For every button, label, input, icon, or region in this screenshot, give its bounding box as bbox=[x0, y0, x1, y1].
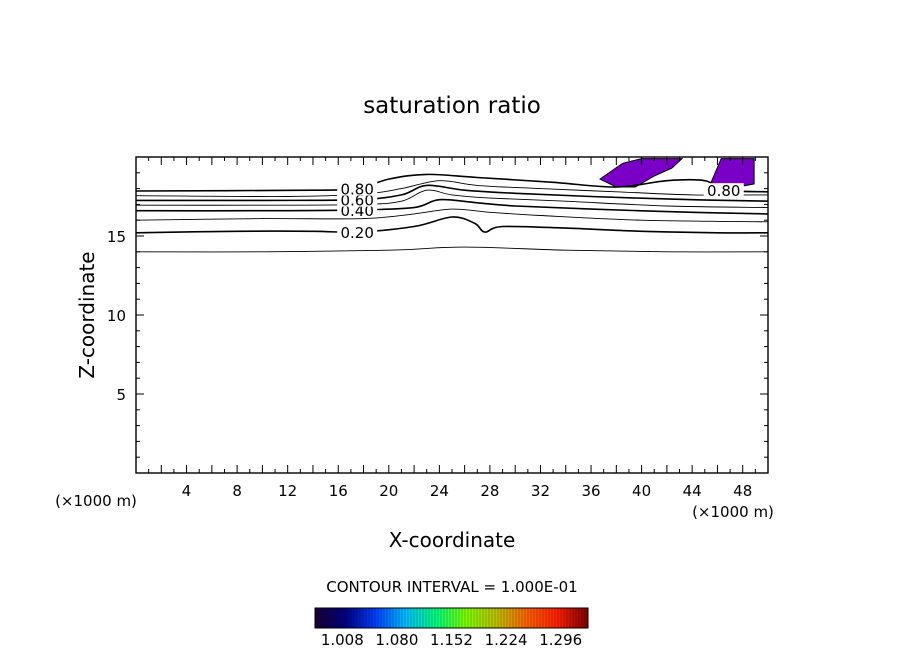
x-axis-ticks: 4 8 12 16 20 24 28 32 36 40 44 48 bbox=[135, 157, 769, 500]
contour-label-bg bbox=[703, 183, 744, 198]
contour-labels: 0.200.400.600.80 0.80 bbox=[337, 181, 744, 242]
x-tick-label: 40 bbox=[632, 482, 651, 500]
contour-label-bg bbox=[337, 192, 378, 207]
contour-label: 0.60 bbox=[340, 192, 373, 210]
x-tick-label: 4 bbox=[182, 482, 192, 500]
filled-region bbox=[598, 158, 684, 188]
colorbar-tick-label: 1.296 bbox=[539, 631, 582, 649]
contour-line bbox=[135, 246, 769, 253]
chart-title: saturation ratio bbox=[363, 93, 541, 119]
x-tick-label: 16 bbox=[329, 482, 348, 500]
y-axis-label: Z-coordinate bbox=[75, 251, 99, 378]
contour-line bbox=[135, 189, 769, 209]
x-tick-label: 20 bbox=[379, 482, 398, 500]
y-unit-label: (×1000 m) bbox=[55, 492, 137, 510]
y-tick-label: 5 bbox=[116, 386, 126, 404]
x-tick-label: 36 bbox=[581, 482, 600, 500]
contour-label: 0.80 bbox=[340, 181, 373, 199]
contour-line bbox=[135, 184, 769, 202]
contour-label-bg bbox=[337, 181, 378, 196]
plot-frame bbox=[135, 156, 769, 474]
colorbar-tick-label: 1.224 bbox=[485, 631, 528, 649]
contour-label-bg bbox=[337, 225, 378, 240]
x-tick-label: 32 bbox=[531, 482, 550, 500]
contour-label: 0.80 bbox=[707, 182, 740, 200]
y-tick-label: 10 bbox=[107, 307, 126, 325]
colorbar bbox=[314, 607, 589, 629]
x-tick-label: 12 bbox=[278, 482, 297, 500]
x-tick-label: 8 bbox=[232, 482, 242, 500]
x-unit-label: (×1000 m) bbox=[692, 503, 774, 521]
contour-label: 0.20 bbox=[340, 224, 373, 242]
contour-line bbox=[135, 216, 769, 234]
contour-line bbox=[135, 208, 769, 223]
x-tick-label: 28 bbox=[480, 482, 499, 500]
colorbar-tick-label: 1.008 bbox=[321, 631, 364, 649]
x-axis-label: X-coordinate bbox=[389, 528, 516, 552]
x-tick-label: 48 bbox=[733, 482, 752, 500]
y-axis-ticks: 5 10 15 bbox=[107, 156, 768, 474]
contour-interval-label: CONTOUR INTERVAL = 1.000E-01 bbox=[326, 578, 577, 596]
y-tick-label: 15 bbox=[107, 228, 126, 246]
x-tick-label: 44 bbox=[683, 482, 702, 500]
contour-line bbox=[135, 173, 769, 193]
contour-line bbox=[135, 180, 769, 198]
colorbar-tick-label: 1.080 bbox=[375, 631, 418, 649]
colorbar-stripes bbox=[317, 608, 586, 628]
colorbar-tick-label: 1.152 bbox=[430, 631, 473, 649]
colorbar-labels: 1.008 1.080 1.152 1.224 1.296 bbox=[321, 631, 582, 649]
x-tick-label: 24 bbox=[430, 482, 449, 500]
contour-line bbox=[135, 198, 769, 215]
contour-lines bbox=[135, 173, 769, 253]
